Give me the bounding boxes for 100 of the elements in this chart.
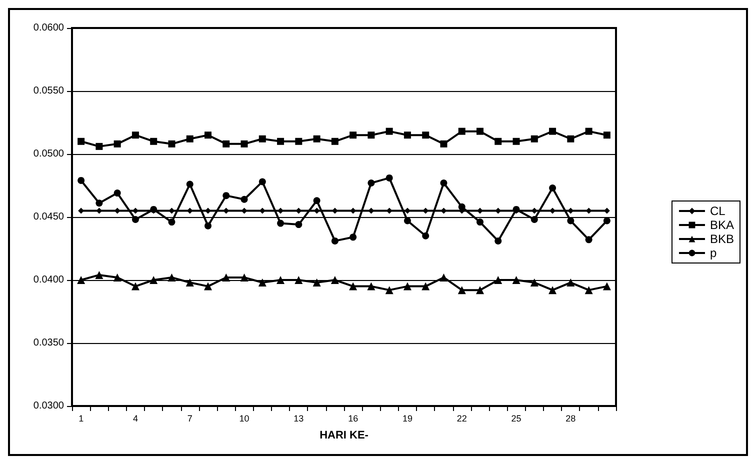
point: [150, 138, 158, 145]
y-tick-label: 0.0450: [33, 212, 64, 222]
point: [530, 278, 538, 287]
point: [494, 138, 502, 145]
x-tick-label: 22: [456, 414, 467, 424]
point: [114, 190, 121, 197]
point: [113, 273, 122, 282]
point: [78, 138, 85, 145]
point: [295, 221, 302, 228]
point: [404, 217, 411, 224]
point: [458, 203, 466, 210]
y-tick-label: 0.0350: [33, 338, 64, 348]
point: [331, 237, 338, 244]
point: [204, 282, 212, 290]
point: [204, 132, 212, 139]
point: [567, 135, 574, 142]
point: [240, 196, 248, 203]
point: [258, 135, 266, 142]
x-tick-label: 4: [132, 414, 138, 424]
point: [585, 236, 592, 244]
point: [458, 286, 466, 294]
point: [132, 132, 139, 139]
point: [313, 197, 320, 204]
point: [330, 276, 339, 284]
legend-label: p: [710, 246, 717, 260]
x-tick-label: 10: [239, 414, 250, 424]
point: [367, 282, 376, 290]
point: [186, 135, 194, 142]
x-tick-label: 1: [78, 414, 84, 424]
point: [567, 217, 574, 224]
point: [368, 132, 375, 139]
point: [422, 232, 430, 240]
point: [476, 218, 484, 226]
point: [368, 179, 375, 186]
x-tick-label: 19: [402, 414, 412, 424]
point: [222, 140, 230, 148]
legend-label: BKB: [710, 232, 734, 246]
point: [512, 138, 520, 145]
point: [168, 273, 176, 282]
point: [494, 276, 502, 284]
point: [313, 135, 320, 142]
y-tick-label: 0.0300: [33, 400, 64, 412]
point: [132, 216, 139, 224]
x-tick-label: 25: [511, 414, 522, 424]
point: [603, 217, 610, 224]
point: [458, 128, 466, 135]
x-axis-title: HARI KE-: [320, 430, 369, 442]
y-tick-label: 0.0600: [33, 22, 64, 34]
x-tick-label: 7: [187, 414, 192, 424]
point: [585, 128, 592, 135]
point: [440, 179, 448, 186]
point: [150, 276, 158, 284]
point: [258, 178, 266, 186]
point: [350, 234, 357, 241]
point: [349, 282, 358, 290]
point: [277, 220, 284, 227]
point: [186, 180, 194, 188]
point: [566, 278, 575, 287]
point: [168, 218, 176, 226]
x-tick-label: 16: [348, 414, 358, 424]
point: [222, 273, 230, 282]
point: [403, 282, 412, 290]
point: [476, 128, 484, 135]
point: [222, 192, 230, 200]
point: [114, 140, 121, 148]
y-tick-label: 0.0400: [33, 274, 64, 286]
point: [476, 286, 484, 294]
point: [603, 132, 610, 139]
point: [404, 132, 411, 139]
point: [422, 282, 430, 290]
point: [276, 276, 285, 284]
y-tick-label: 0.0550: [33, 86, 64, 96]
point: [258, 278, 266, 287]
point: [312, 278, 321, 287]
legend-label: CL: [710, 204, 726, 218]
point: [277, 138, 284, 145]
point: [240, 273, 248, 282]
x-tick-label: 13: [294, 414, 304, 424]
point: [440, 140, 448, 148]
point: [131, 282, 140, 290]
point: [494, 237, 502, 244]
point: [294, 276, 303, 284]
point: [331, 138, 338, 145]
point: [78, 176, 85, 184]
point: [549, 128, 556, 135]
point: [584, 286, 593, 294]
point: [204, 222, 212, 230]
point: [240, 140, 248, 148]
point: [350, 132, 357, 139]
point: [530, 216, 538, 224]
point: [512, 276, 520, 284]
point: [96, 142, 103, 150]
y-tick-label: 0.0500: [33, 148, 64, 160]
legend-label: BKA: [710, 218, 734, 232]
x-tick-label: 28: [566, 414, 576, 424]
point: [549, 184, 556, 192]
point: [422, 132, 430, 139]
point: [205, 208, 211, 214]
point: [186, 278, 194, 287]
point: [96, 200, 103, 207]
